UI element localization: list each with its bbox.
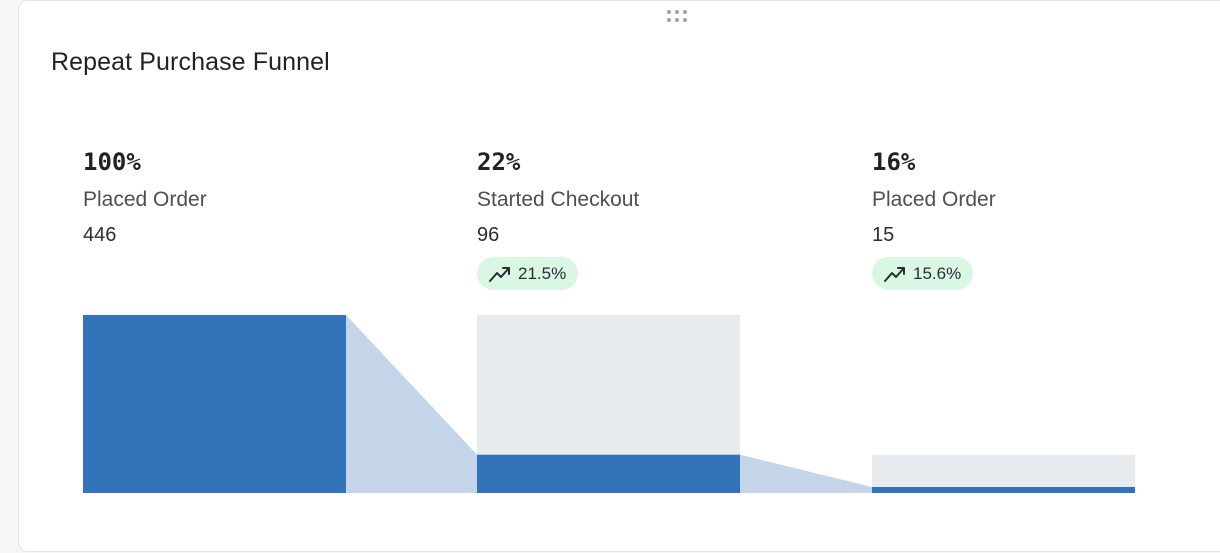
funnel-card: Repeat Purchase Funnel 100% Placed Order… (18, 0, 1220, 552)
funnel-connector-2 (740, 454, 872, 493)
conversion-badge: 21.5% (477, 257, 579, 290)
funnel-step-3: 16% Placed Order 15 15.6% (872, 147, 1172, 290)
step-label: Placed Order (83, 188, 207, 211)
funnel-dropoff-2 (477, 315, 740, 455)
drag-handle-icon[interactable] (667, 10, 693, 26)
conversion-value: 21.5% (518, 263, 567, 283)
conversion-value: 15.6% (913, 263, 962, 283)
funnel-dropoff-3 (872, 454, 1135, 488)
step-percent: 16% (872, 148, 916, 176)
step-count: 96 (477, 224, 500, 246)
trending-up-icon (884, 266, 905, 282)
step-count: 15 (872, 224, 895, 246)
funnel-step-2: 22% Started Checkout 96 21.5% (477, 147, 777, 290)
funnel-bar-1 (83, 315, 346, 493)
step-percent: 100% (83, 148, 141, 176)
funnel-connector-1 (346, 315, 477, 493)
funnel-step-1: 100% Placed Order 446 (83, 147, 383, 247)
trending-up-icon (489, 266, 510, 282)
step-label: Started Checkout (477, 188, 640, 211)
step-percent: 22% (477, 148, 521, 176)
step-label: Placed Order (872, 188, 996, 211)
funnel-bar-2 (477, 454, 740, 493)
step-count: 446 (83, 224, 117, 246)
funnel-bar-3 (872, 487, 1135, 493)
card-title: Repeat Purchase Funnel (51, 48, 330, 76)
conversion-badge: 15.6% (872, 257, 974, 290)
